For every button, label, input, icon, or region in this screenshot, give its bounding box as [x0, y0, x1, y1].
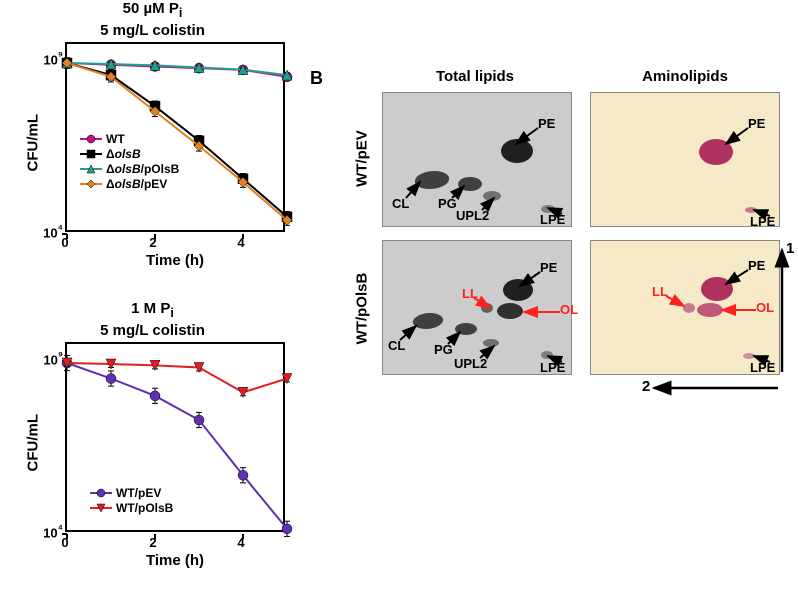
- chart-bottom-legend: WT/pEVWT/pOlsB: [90, 486, 173, 516]
- lbl-lpe-r2n: LPE: [750, 360, 775, 375]
- panel-b-label: B: [310, 68, 323, 89]
- lbl-lpe-r2: LPE: [540, 360, 565, 375]
- axis-dim2: 2: [642, 378, 650, 395]
- chart-top-title: 50 µM Pi 5 mg/L colistin: [10, 0, 295, 40]
- chart-bottom: 1 M Pi 5 mg/L colistin CFU/mL Time (h) W…: [10, 300, 295, 590]
- chart-bottom-ylabel: CFU/mL: [25, 402, 42, 472]
- lbl-pe-r2n: PE: [748, 258, 765, 273]
- lbl-pg-r2: PG: [434, 342, 453, 357]
- lbl-lpe-r1: LPE: [540, 212, 565, 227]
- lbl-pe-r1: PE: [538, 116, 555, 131]
- tlc-title-amino: Aminolipids: [590, 68, 780, 85]
- chart-top-ylabel: CFU/mL: [25, 102, 42, 172]
- lbl-cl-r1: CL: [392, 196, 409, 211]
- chart-bottom-title: 1 M Pi 5 mg/L colistin: [10, 300, 295, 340]
- lbl-ol-r2: OL: [560, 302, 578, 317]
- lbl-ll-r2n: LL: [652, 284, 668, 299]
- lbl-ll-r2: LL: [462, 286, 478, 301]
- tlc-gray-wt-pev: [382, 92, 572, 227]
- lbl-upl2-r2: UPL2: [454, 356, 487, 371]
- tlc-title-total: Total lipids: [380, 68, 570, 85]
- lbl-pg-r1: PG: [438, 196, 457, 211]
- lbl-ol-r2n: OL: [756, 300, 774, 315]
- tlc-nin-wt-pev: [590, 92, 780, 227]
- lbl-pe-r2: PE: [540, 260, 557, 275]
- chart-top-legend: WTΔolsBΔolsB/pOlsBΔolsB/pEV: [80, 132, 179, 192]
- lbl-cl-r2: CL: [388, 338, 405, 353]
- chart-bottom-xlabel: Time (h): [65, 552, 285, 569]
- tlc-row-wt-pev: WT/pEV: [354, 109, 371, 209]
- tlc-row-wt-polsb: WT/pOlsB: [354, 259, 371, 359]
- chart-top: 50 µM Pi 5 mg/L colistin CFU/mL Time (h)…: [10, 0, 295, 280]
- lbl-lpe-r1n: LPE: [750, 214, 775, 229]
- lbl-pe-r1n: PE: [748, 116, 765, 131]
- lbl-upl2-r1: UPL2: [456, 208, 489, 223]
- chart-top-xlabel: Time (h): [65, 252, 285, 269]
- axis-dim1: 1: [786, 240, 794, 257]
